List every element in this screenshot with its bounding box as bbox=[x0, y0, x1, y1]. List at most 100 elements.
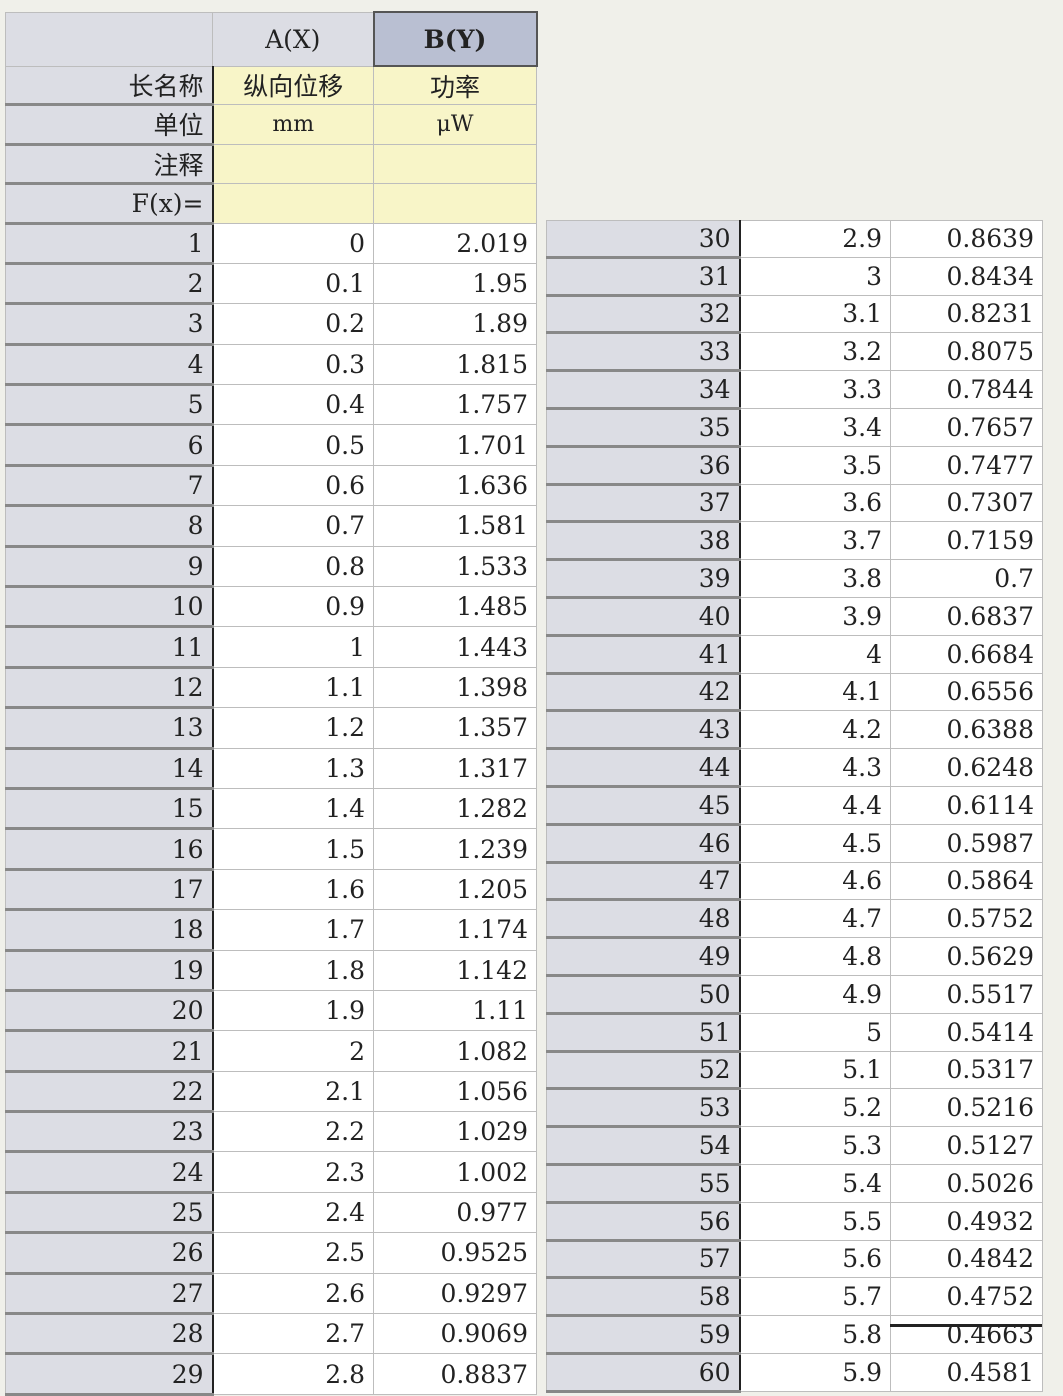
row-header[interactable]: 59 bbox=[546, 1315, 741, 1355]
cell-a[interactable]: 2.9 bbox=[739, 220, 891, 258]
cell-b[interactable]: 0.6248 bbox=[890, 748, 1043, 787]
cell-b[interactable]: 0.6684 bbox=[890, 634, 1043, 674]
cell-a[interactable]: 0.7 bbox=[212, 505, 374, 547]
row-header[interactable]: 46 bbox=[546, 823, 741, 864]
row-header[interactable]: 19 bbox=[5, 949, 214, 992]
cell-a[interactable]: 4.1 bbox=[739, 672, 891, 712]
cell-b[interactable]: 1.636 bbox=[373, 464, 537, 507]
row-header[interactable]: 37 bbox=[546, 483, 741, 524]
row-header[interactable]: 51 bbox=[546, 1012, 741, 1053]
row-header[interactable]: 45 bbox=[546, 785, 741, 826]
cell-b[interactable]: 0.5127 bbox=[890, 1126, 1043, 1165]
row-header[interactable]: 22 bbox=[5, 1070, 214, 1114]
cell-a[interactable]: 2.3 bbox=[212, 1151, 374, 1193]
long-name-cell-b[interactable]: 功率 bbox=[373, 65, 537, 105]
cell-a[interactable]: 1 bbox=[212, 626, 374, 668]
row-header[interactable]: 5 bbox=[5, 384, 214, 427]
cell-a[interactable]: 4.9 bbox=[739, 974, 891, 1014]
cell-a[interactable]: 2.7 bbox=[212, 1313, 374, 1355]
cell-a[interactable]: 1.4 bbox=[212, 787, 374, 830]
row-header[interactable]: 31 bbox=[546, 256, 741, 297]
cell-b[interactable]: 0.977 bbox=[373, 1191, 537, 1234]
row-header[interactable]: 42 bbox=[546, 672, 741, 713]
cell-b[interactable]: 1.95 bbox=[373, 262, 537, 305]
cell-b[interactable]: 2.019 bbox=[373, 222, 537, 264]
cell-a[interactable]: 5.8 bbox=[739, 1315, 891, 1354]
cell-a[interactable]: 4.7 bbox=[739, 899, 891, 939]
fx-cell-a[interactable] bbox=[212, 183, 374, 224]
row-header[interactable]: 12 bbox=[5, 666, 214, 710]
cell-b[interactable]: 1.239 bbox=[373, 828, 537, 870]
row-header[interactable]: 4 bbox=[5, 343, 214, 387]
row-header[interactable]: 10 bbox=[5, 586, 214, 629]
cell-b[interactable]: 0.6837 bbox=[890, 596, 1043, 636]
cell-b[interactable]: 0.8231 bbox=[890, 294, 1043, 334]
cell-b[interactable]: 1.317 bbox=[373, 747, 537, 789]
cell-b[interactable]: 0.5864 bbox=[890, 861, 1043, 901]
row-header[interactable]: 44 bbox=[546, 748, 741, 788]
unit-cell-a[interactable]: mm bbox=[212, 104, 374, 145]
row-header[interactable]: 3 bbox=[5, 303, 214, 346]
cell-a[interactable]: 2.6 bbox=[212, 1272, 374, 1315]
row-header[interactable]: 7 bbox=[5, 464, 214, 508]
cell-b[interactable]: 0.5629 bbox=[890, 937, 1043, 976]
cell-b[interactable]: 1.398 bbox=[373, 666, 537, 709]
cell-a[interactable]: 5.2 bbox=[739, 1088, 891, 1128]
row-header[interactable]: 55 bbox=[546, 1163, 741, 1204]
row-header[interactable]: 13 bbox=[5, 707, 214, 750]
cell-a[interactable]: 3.9 bbox=[739, 596, 891, 636]
cell-a[interactable]: 2.4 bbox=[212, 1191, 374, 1234]
cell-b[interactable]: 1.174 bbox=[373, 909, 537, 951]
cell-a[interactable]: 4 bbox=[739, 634, 891, 674]
row-header[interactable]: 56 bbox=[546, 1201, 741, 1242]
fx-cell-b[interactable] bbox=[373, 183, 537, 224]
row-header[interactable]: 28 bbox=[5, 1313, 214, 1356]
row-header[interactable]: 14 bbox=[5, 747, 214, 790]
cell-a[interactable]: 1.8 bbox=[212, 949, 374, 991]
cell-b[interactable]: 0.7159 bbox=[890, 521, 1043, 561]
cell-a[interactable]: 3.2 bbox=[739, 332, 891, 372]
row-header[interactable]: 1 bbox=[5, 222, 214, 265]
cell-a[interactable]: 2.1 bbox=[212, 1070, 374, 1113]
cell-a[interactable]: 3.3 bbox=[739, 370, 891, 409]
cell-b[interactable]: 0.7844 bbox=[890, 370, 1043, 409]
row-header[interactable]: 48 bbox=[546, 899, 741, 940]
row-header[interactable]: 41 bbox=[546, 634, 741, 675]
cell-b[interactable]: 0.4842 bbox=[890, 1239, 1043, 1279]
cell-b[interactable]: 0.6388 bbox=[890, 710, 1043, 750]
row-header[interactable]: 26 bbox=[5, 1232, 214, 1275]
row-header[interactable]: 32 bbox=[546, 294, 741, 335]
row-header[interactable]: 54 bbox=[546, 1126, 741, 1166]
cell-b[interactable]: 0.9069 bbox=[373, 1313, 537, 1355]
cell-b[interactable]: 0.5987 bbox=[890, 823, 1043, 863]
cell-b[interactable]: 1.282 bbox=[373, 787, 537, 830]
cell-b[interactable]: 0.8837 bbox=[373, 1353, 537, 1395]
cell-b[interactable]: 1.485 bbox=[373, 586, 537, 628]
long-name-cell-a[interactable]: 纵向位移 bbox=[212, 65, 374, 105]
cell-b[interactable]: 1.815 bbox=[373, 343, 537, 386]
cell-b[interactable]: 0.4752 bbox=[890, 1277, 1043, 1317]
cell-a[interactable]: 0.5 bbox=[212, 424, 374, 466]
cell-a[interactable]: 5.3 bbox=[739, 1126, 891, 1165]
comment-cell-b[interactable] bbox=[373, 143, 537, 184]
row-header[interactable]: 16 bbox=[5, 828, 214, 871]
row-header[interactable]: 35 bbox=[546, 407, 741, 448]
row-header[interactable]: 50 bbox=[546, 974, 741, 1015]
cell-a[interactable]: 1.1 bbox=[212, 666, 374, 709]
cell-b[interactable]: 0.8075 bbox=[890, 332, 1043, 372]
row-header[interactable]: 20 bbox=[5, 989, 214, 1033]
row-header[interactable]: 17 bbox=[5, 868, 214, 912]
cell-b[interactable]: 0.4581 bbox=[890, 1352, 1043, 1392]
cell-a[interactable]: 2.2 bbox=[212, 1111, 374, 1153]
cell-a[interactable]: 4.5 bbox=[739, 823, 891, 863]
cell-a[interactable]: 0.1 bbox=[212, 262, 374, 305]
cell-a[interactable]: 3.1 bbox=[739, 294, 891, 334]
cell-b[interactable]: 0.5026 bbox=[890, 1163, 1043, 1203]
cell-a[interactable]: 5.1 bbox=[739, 1050, 891, 1090]
cell-a[interactable]: 5.9 bbox=[739, 1352, 891, 1392]
row-header[interactable]: 21 bbox=[5, 1030, 214, 1073]
cell-a[interactable]: 0.9 bbox=[212, 586, 374, 628]
row-header[interactable]: 53 bbox=[546, 1088, 741, 1129]
cell-b[interactable]: 0.5517 bbox=[890, 974, 1043, 1014]
cell-a[interactable]: 4.8 bbox=[739, 937, 891, 976]
